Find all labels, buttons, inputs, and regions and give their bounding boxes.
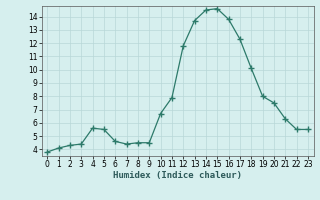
X-axis label: Humidex (Indice chaleur): Humidex (Indice chaleur) (113, 171, 242, 180)
